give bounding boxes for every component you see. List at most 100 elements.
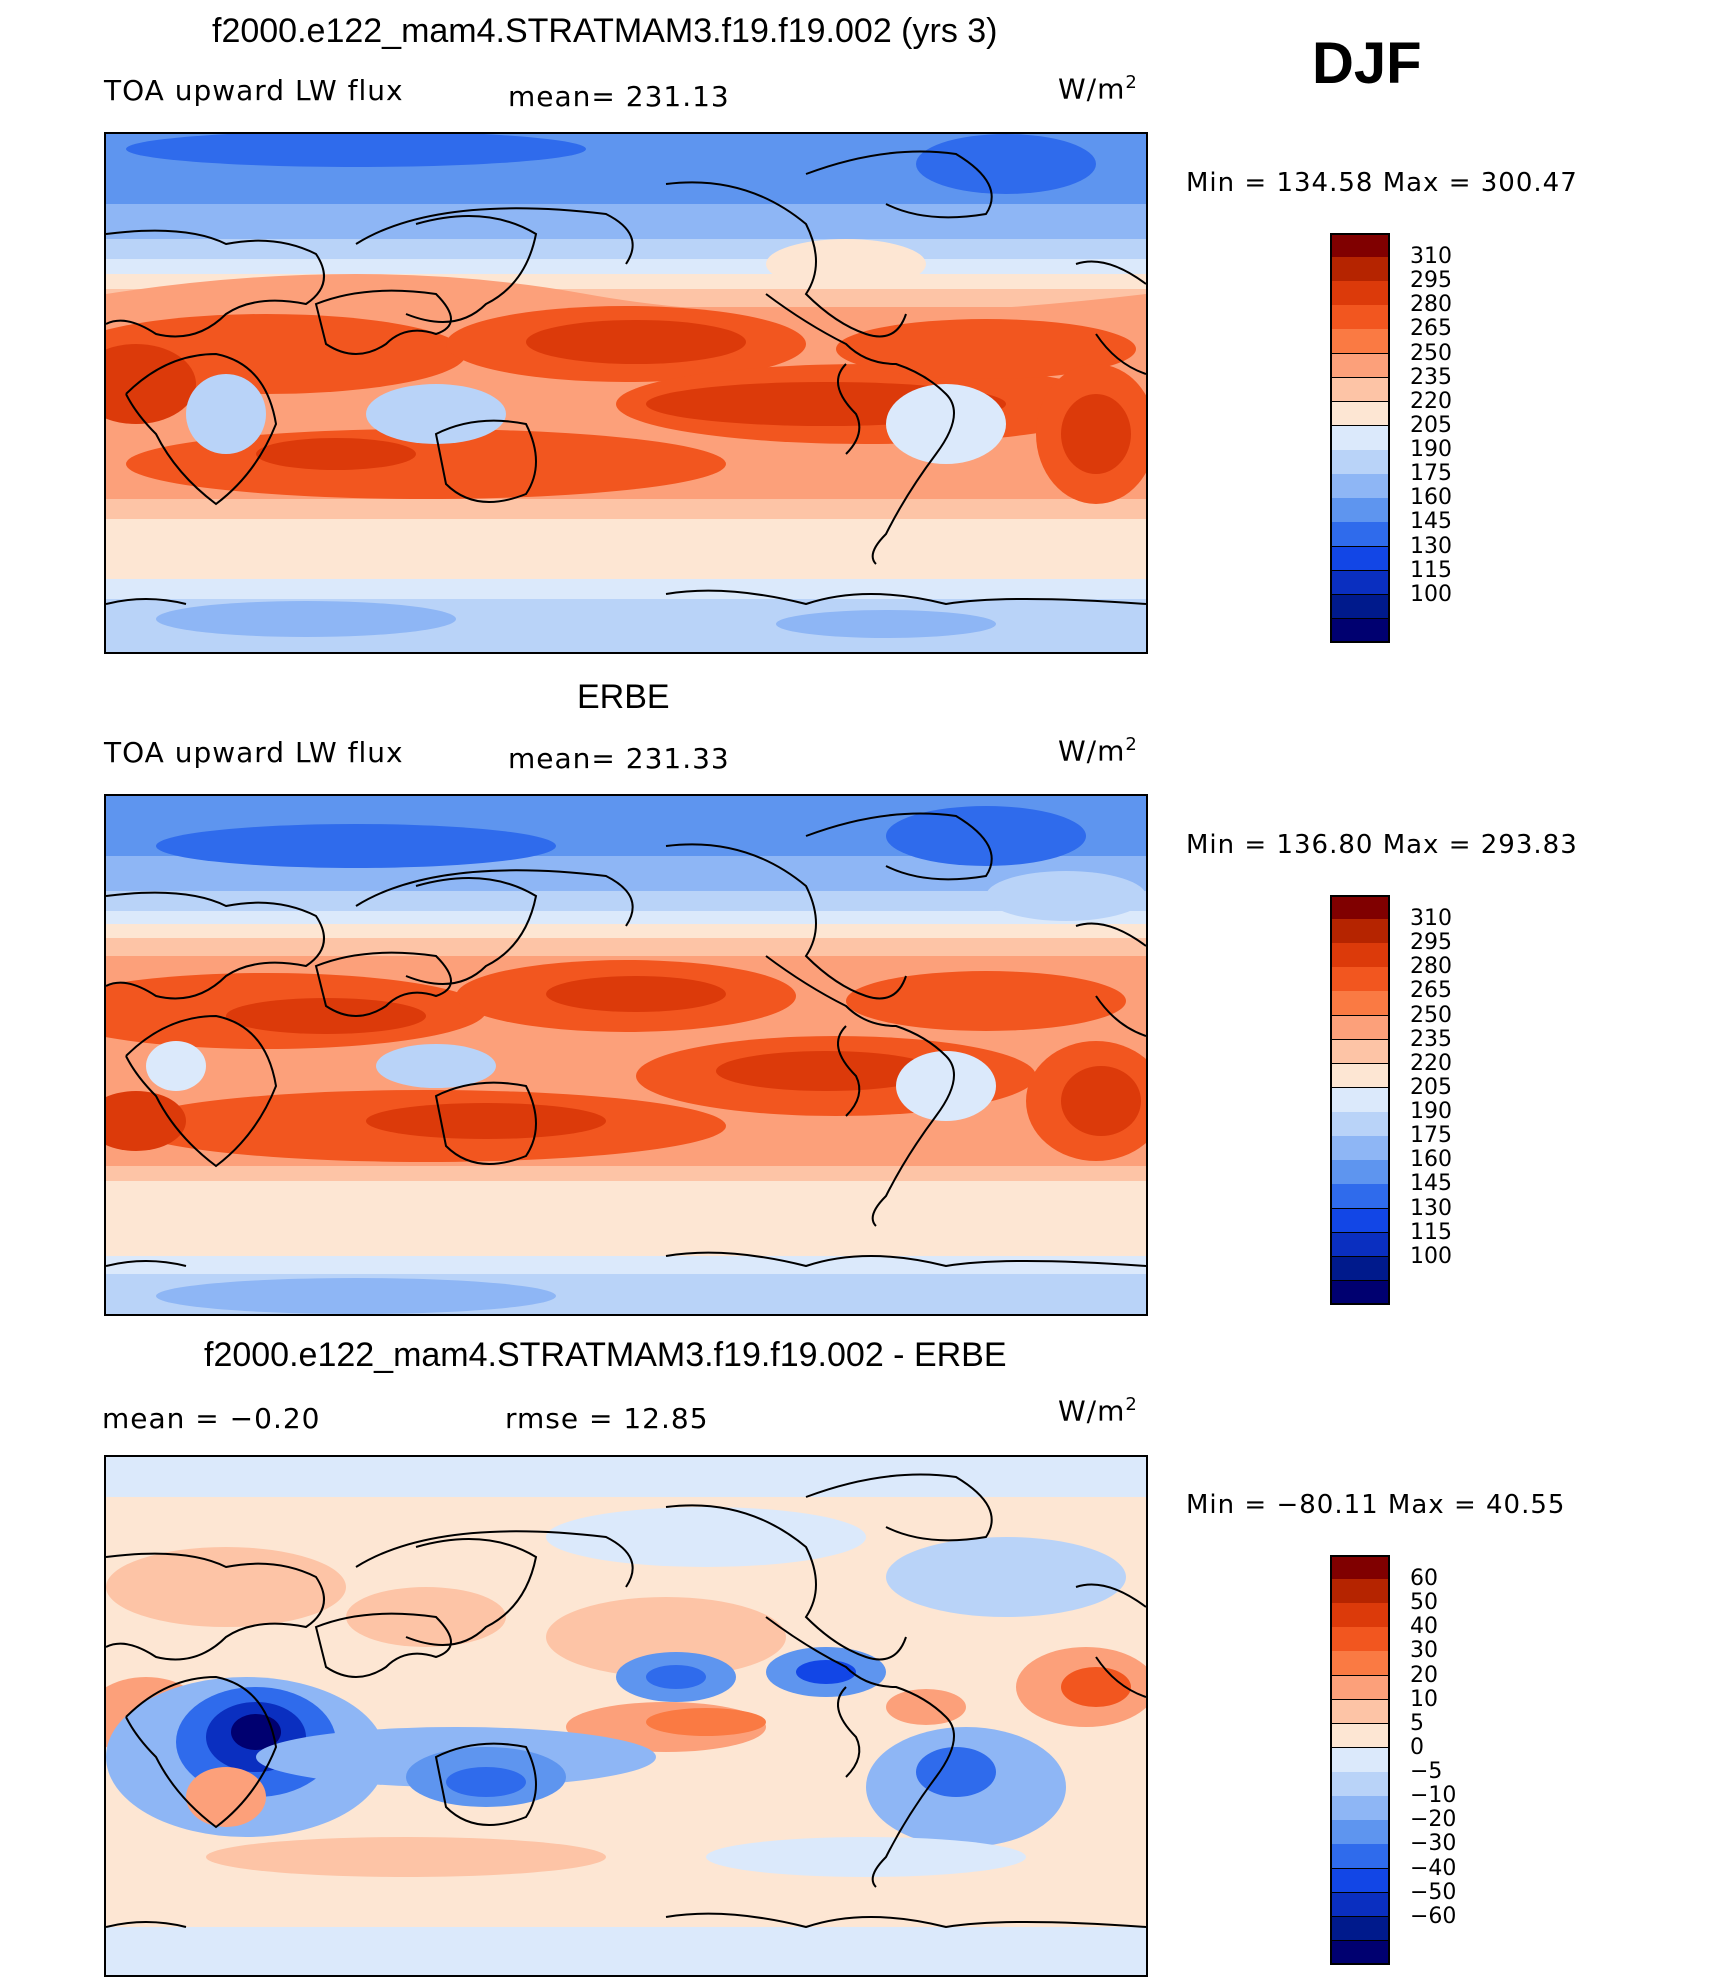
colorbar-tick-label: −60 <box>1410 1903 1457 1929</box>
colorbar-swatch <box>1330 1280 1390 1306</box>
colorbar-swatch <box>1330 1699 1390 1725</box>
colorbar-swatch <box>1330 1184 1390 1210</box>
colorbar-tick-label: 250 <box>1410 340 1452 366</box>
colorbar-swatch <box>1330 1820 1390 1845</box>
panel3-minmax: Min = −80.11 Max = 40.55 <box>1186 1490 1566 1520</box>
colorbar-tick-label: 205 <box>1410 1074 1452 1100</box>
colorbar-swatch <box>1330 1675 1390 1701</box>
colorbar-swatch <box>1330 1087 1390 1113</box>
season-label: DJF <box>1312 31 1422 96</box>
colorbar-tick-label: −40 <box>1410 1855 1457 1881</box>
colorbar-tick-label: 60 <box>1410 1566 1438 1592</box>
colorbar-tick-label: 40 <box>1410 1614 1438 1640</box>
colorbar-tick-label: 220 <box>1410 388 1452 414</box>
colorbar-tick-label: 265 <box>1410 978 1452 1004</box>
colorbar-swatch <box>1330 498 1390 523</box>
colorbar-swatch <box>1330 353 1390 379</box>
colorbar-swatch <box>1330 546 1390 572</box>
colorbar-swatch <box>1330 329 1390 355</box>
colorbar-swatch <box>1330 1256 1390 1282</box>
colorbar-tick-label: −30 <box>1410 1831 1457 1857</box>
colorbar-swatch <box>1330 401 1390 427</box>
colorbar-tick-label: 145 <box>1410 509 1452 535</box>
colorbar-swatch <box>1330 425 1390 451</box>
panel2-map <box>104 794 1148 1316</box>
colorbar-swatch <box>1330 1039 1390 1065</box>
colorbar-tick-label: −20 <box>1410 1807 1457 1833</box>
colorbar-swatch <box>1330 570 1390 596</box>
colorbar-swatch <box>1330 618 1390 644</box>
panel1-units: W/m2 <box>1058 72 1138 105</box>
colorbar-swatch <box>1330 1015 1390 1041</box>
panel3-units-exp: 2 <box>1125 1394 1138 1415</box>
panel2-units-base: W/m <box>1058 734 1126 768</box>
colorbar-swatch <box>1330 1063 1390 1089</box>
colorbar-swatch <box>1330 1579 1390 1604</box>
panel3-rmse: rmse = 12.85 <box>505 1402 709 1435</box>
colorbar-tick-label: 205 <box>1410 412 1452 438</box>
colorbar-swatch <box>1330 594 1390 620</box>
colorbar-swatch <box>1330 257 1390 282</box>
colorbar-swatch <box>1330 474 1390 499</box>
colorbar-tick-label: 235 <box>1410 1026 1452 1052</box>
colorbar-tick-label: −5 <box>1410 1759 1443 1785</box>
colorbar-tick-label: 160 <box>1410 485 1452 511</box>
colorbar-swatch <box>1330 1555 1390 1580</box>
colorbar-swatch <box>1330 1160 1390 1185</box>
panel1-units-exp: 2 <box>1125 72 1138 93</box>
colorbar-tick-label: 5 <box>1410 1710 1424 1736</box>
colorbar-swatch <box>1330 1208 1390 1234</box>
panel3-map <box>104 1455 1148 1977</box>
colorbar-tick-label: 310 <box>1410 244 1452 270</box>
colorbar-tick-label: 50 <box>1410 1590 1438 1616</box>
colorbar-tick-label: 30 <box>1410 1638 1438 1664</box>
panel2-units: W/m2 <box>1058 734 1138 767</box>
colorbar-tick-label: 0 <box>1410 1734 1424 1760</box>
colorbar-tick-label: 130 <box>1410 533 1452 559</box>
colorbar-swatch <box>1330 305 1390 330</box>
panel1-title: f2000.e122_mam4.STRATMAM3.f19.f19.002 (y… <box>212 12 998 50</box>
colorbar-tick-label: 265 <box>1410 316 1452 342</box>
colorbar-tick-label: 295 <box>1410 930 1452 956</box>
colorbar-swatch <box>1330 895 1390 920</box>
panel1-units-base: W/m <box>1058 72 1126 106</box>
colorbar-swatch <box>1330 233 1390 258</box>
panel3-mean: mean = −0.20 <box>102 1402 321 1435</box>
panel1-map-field <box>106 134 1146 652</box>
panel1-map <box>104 132 1148 654</box>
colorbar-swatch <box>1330 991 1390 1017</box>
colorbar-swatch <box>1330 1796 1390 1821</box>
colorbar-swatch <box>1330 967 1390 992</box>
colorbar-tick-label: −10 <box>1410 1783 1457 1809</box>
colorbar-tick-label: 220 <box>1410 1050 1452 1076</box>
colorbar-tick-label: 115 <box>1410 1219 1452 1245</box>
colorbar-tick-label: 175 <box>1410 1123 1452 1149</box>
colorbar-tick-label: 115 <box>1410 557 1452 583</box>
colorbar-swatch <box>1330 1892 1390 1918</box>
colorbar-swatch <box>1330 1232 1390 1258</box>
colorbar-tick-label: 145 <box>1410 1171 1452 1197</box>
colorbar-swatch <box>1330 1627 1390 1652</box>
colorbar-swatch <box>1330 377 1390 403</box>
colorbar-tick-label: 250 <box>1410 1002 1452 1028</box>
colorbar-swatch <box>1330 1136 1390 1161</box>
colorbar-tick-label: 235 <box>1410 364 1452 390</box>
colorbar-tick-label: 160 <box>1410 1147 1452 1173</box>
panel1-variable: TOA upward LW flux <box>104 74 404 107</box>
colorbar-tick-label: 130 <box>1410 1195 1452 1221</box>
colorbar-swatch <box>1330 1112 1390 1137</box>
colorbar-swatch <box>1330 919 1390 944</box>
colorbar-swatch <box>1330 1747 1390 1773</box>
panel2-minmax: Min = 136.80 Max = 293.83 <box>1186 830 1578 860</box>
colorbar-tick-label: 190 <box>1410 437 1452 463</box>
panel3-colorbar: 60 50 40 30 20 10 5 0 −5 −10 −20 −30 −40 −50 −60 <box>1330 1555 1510 1966</box>
colorbar-swatch <box>1330 943 1390 968</box>
colorbar-swatch <box>1330 281 1390 306</box>
colorbar-swatch <box>1330 522 1390 548</box>
colorbar-tick-label: 20 <box>1410 1662 1438 1688</box>
colorbar-swatch <box>1330 1868 1390 1894</box>
colorbar-swatch <box>1330 450 1390 475</box>
panel3-title: f2000.e122_mam4.STRATMAM3.f19.f19.002 - … <box>204 1336 1007 1374</box>
panel2-units-exp: 2 <box>1125 734 1138 755</box>
colorbar-tick-label: 100 <box>1410 1243 1452 1269</box>
